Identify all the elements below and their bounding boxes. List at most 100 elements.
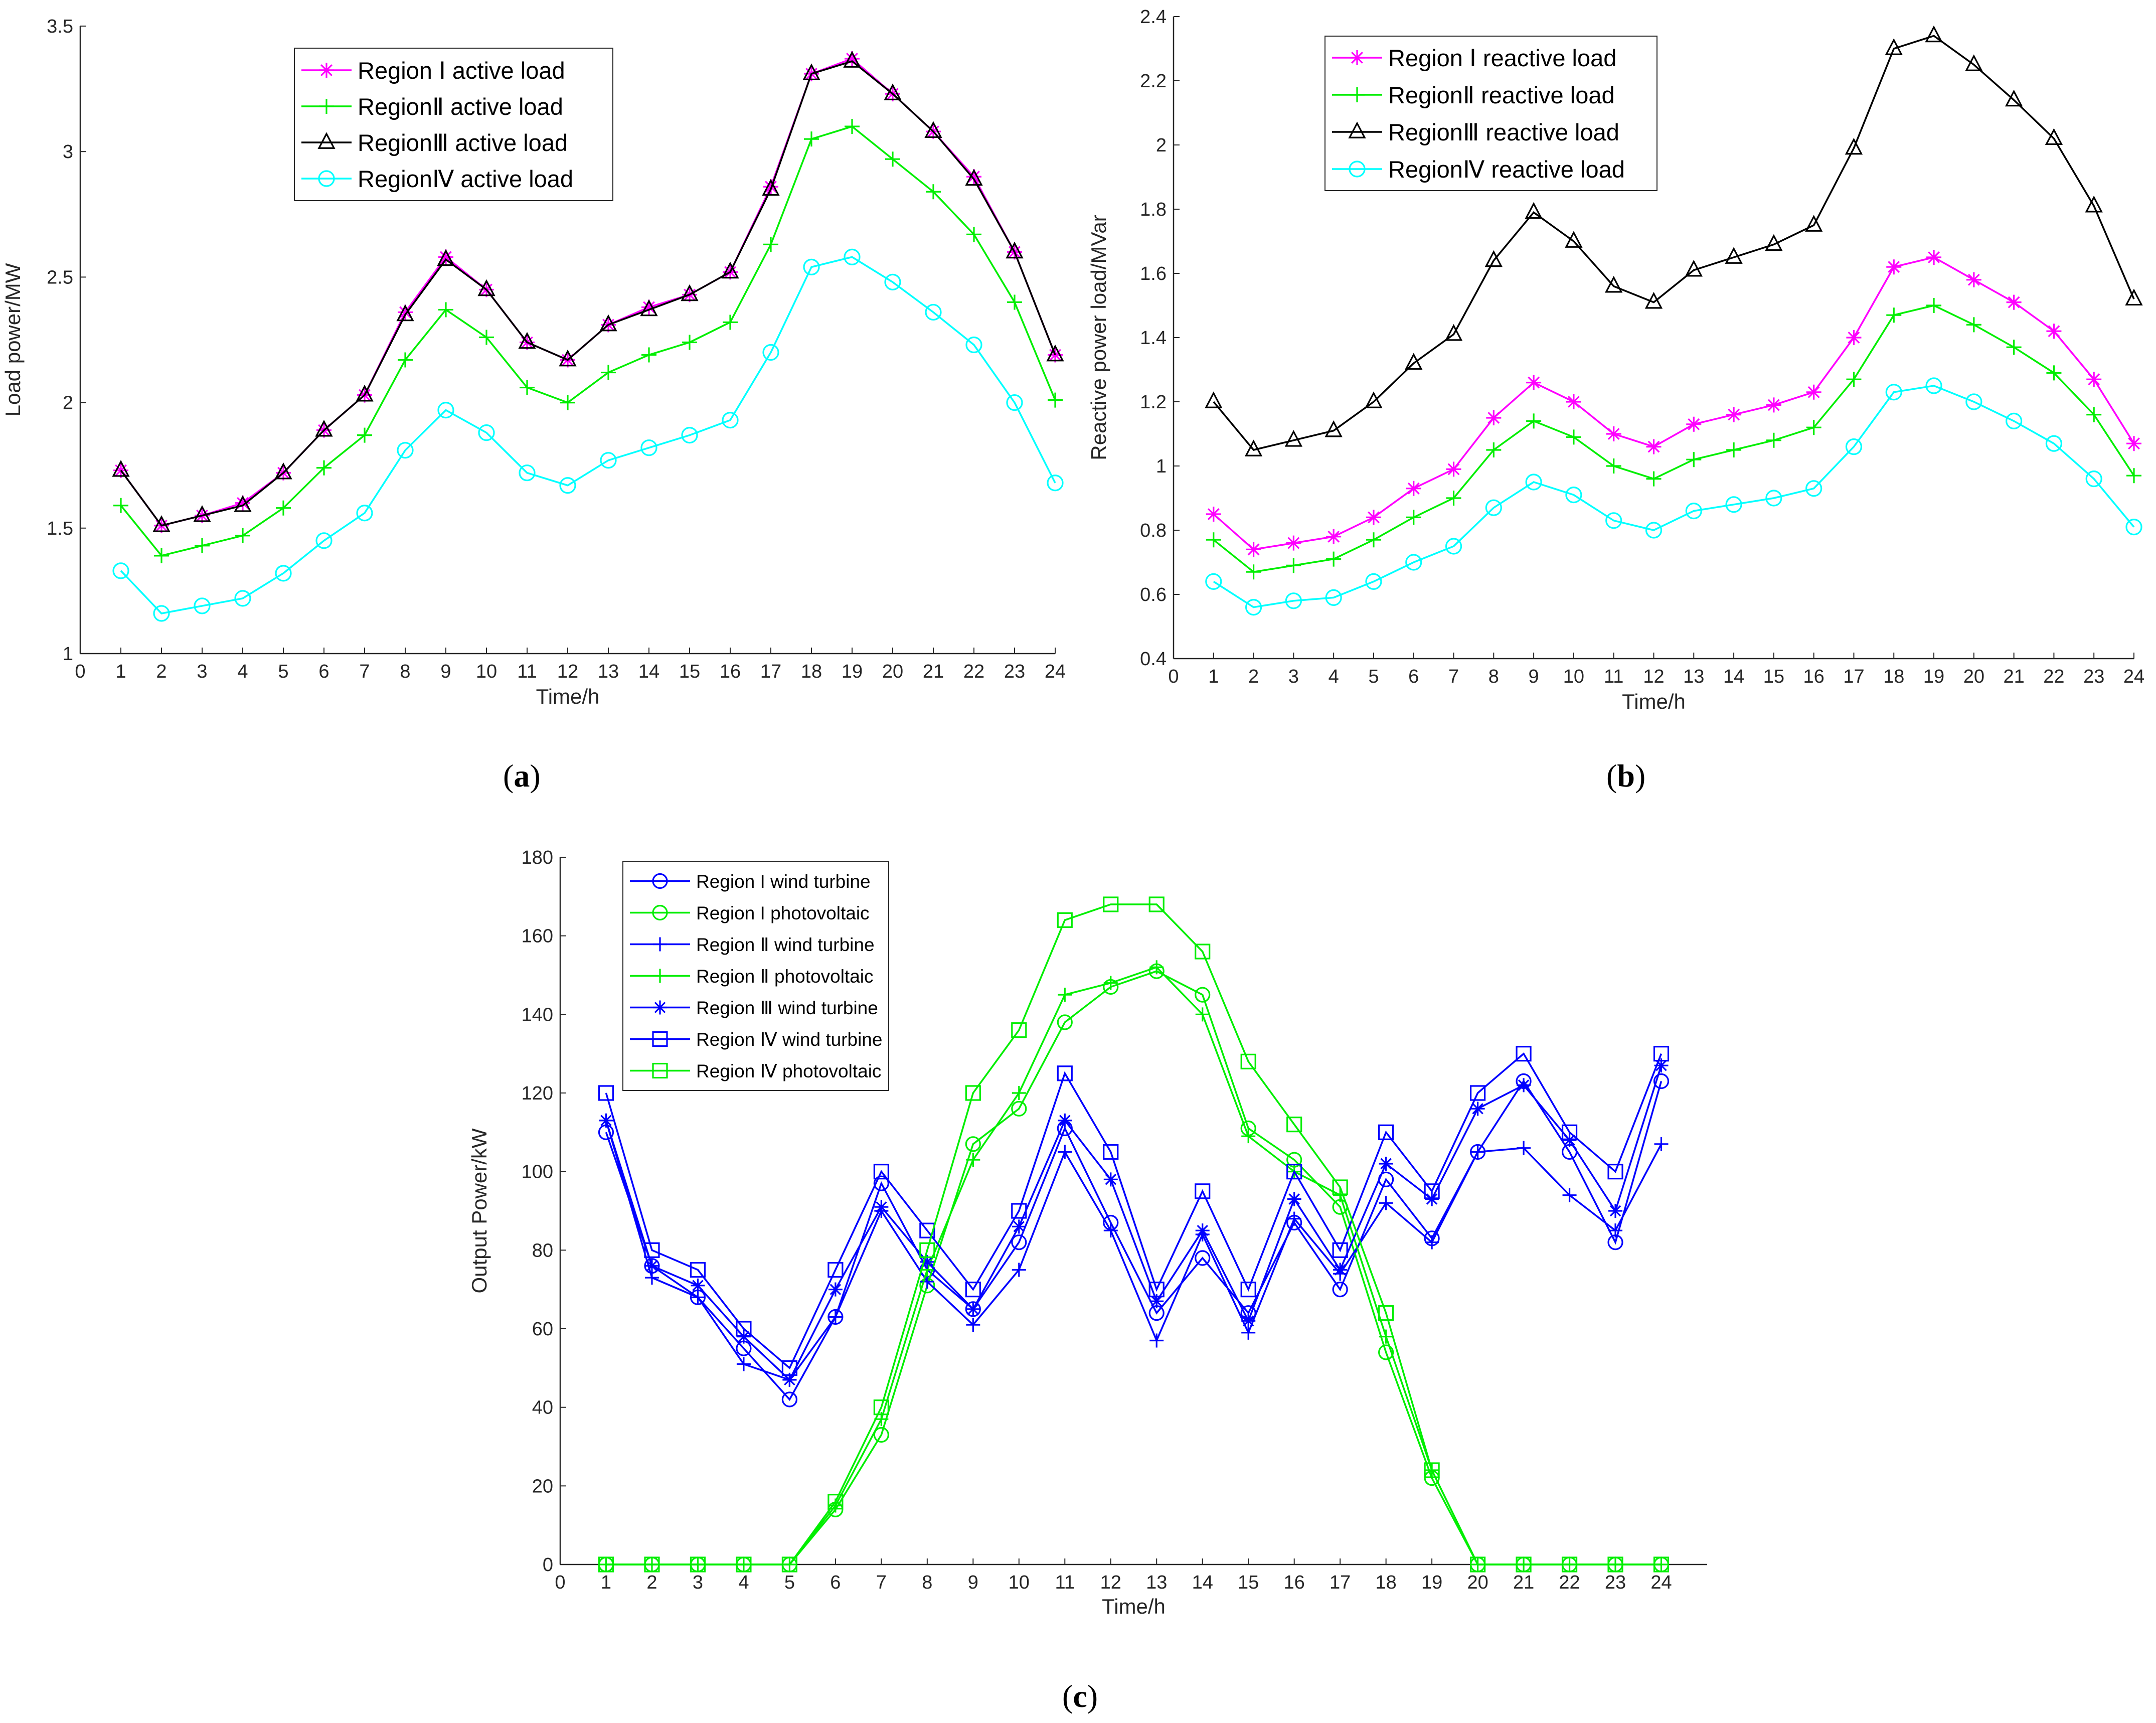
point-c-6-5 — [827, 1494, 844, 1510]
point-a-2-22 — [1006, 241, 1024, 259]
legend-marker-c-3 — [653, 969, 667, 983]
x-tick-label-b-16: 16 — [1803, 666, 1825, 687]
point-c-4-4 — [782, 1372, 797, 1387]
point-c-1-17 — [1378, 1344, 1394, 1360]
x-tick-label-c-8: 8 — [922, 1572, 932, 1593]
point-b-0-18 — [1926, 250, 1942, 265]
point-b-2-0 — [1205, 391, 1223, 408]
point-a-3-8 — [437, 402, 454, 419]
point-b-1-17 — [1886, 307, 1902, 323]
point-c-4-7 — [920, 1255, 934, 1269]
y-axis-label-a: Load power/MW — [1, 263, 25, 416]
point-c-2-23 — [1654, 1137, 1669, 1151]
point-a-1-20 — [926, 184, 941, 200]
point-a-1-1 — [154, 548, 169, 563]
point-b-0-22 — [2086, 372, 2102, 387]
x-tick-label-c-0: 0 — [555, 1572, 565, 1593]
y-tick-label-c-1: 20 — [532, 1476, 553, 1497]
x-tick-label-c-17: 17 — [1330, 1572, 1351, 1593]
point-b-2-7 — [1484, 250, 1503, 267]
point-c-6-6 — [873, 1399, 889, 1416]
x-tick-label-c-14: 14 — [1192, 1572, 1213, 1593]
x-tick-label-b-7: 7 — [1448, 666, 1459, 687]
x-tick-label-c-2: 2 — [646, 1572, 657, 1593]
x-tick-label-a-7: 7 — [359, 661, 370, 682]
point-b-3-18 — [1925, 377, 1942, 394]
point-c-1-9 — [1011, 1101, 1027, 1117]
x-tick-label-b-21: 21 — [2003, 666, 2024, 687]
point-c-5-6 — [873, 1164, 889, 1180]
legend-marker-a-0 — [319, 63, 334, 78]
point-c-2-19 — [1470, 1145, 1485, 1159]
y-tick-label-b-2: 0.8 — [1140, 520, 1167, 541]
point-c-0-13 — [1195, 1250, 1211, 1266]
x-tick-label-c-9: 9 — [968, 1572, 978, 1593]
point-c-5-8 — [965, 1282, 981, 1298]
chart-c: 0 1 2 3 4 5 6 7 8 9 10 11 12 13 14 15 16 17 18 19 20 21 22 23 24… — [467, 847, 1707, 1618]
point-a-2-7 — [396, 304, 414, 322]
point-c-5-17 — [1378, 1124, 1394, 1140]
point-a-3-20 — [925, 303, 942, 321]
point-a-1-4 — [276, 500, 291, 516]
point-b-0-3 — [1326, 529, 1342, 544]
point-a-1-6 — [357, 427, 372, 443]
point-c-2-10 — [1058, 1145, 1072, 1159]
x-axis-label-a: Time/h — [536, 685, 600, 708]
x-tick-label-a-16: 16 — [720, 661, 741, 682]
y-tick-label-a-3: 2.5 — [47, 267, 73, 288]
x-tick-label-a-8: 8 — [400, 661, 410, 682]
point-c-5-2 — [690, 1262, 706, 1278]
point-a-3-2 — [194, 597, 211, 614]
point-c-4-17 — [1379, 1157, 1393, 1171]
point-b-2-20 — [2005, 89, 2023, 107]
point-b-2-18 — [1925, 25, 1943, 43]
series-line-b-3 — [1213, 385, 2135, 608]
x-tick-label-a-0: 0 — [75, 661, 85, 682]
point-c-2-7 — [920, 1275, 934, 1289]
point-a-0-8 — [438, 249, 453, 265]
y-tick-label-a-1: 1.5 — [47, 518, 73, 539]
point-c-5-23 — [1653, 1046, 1670, 1062]
point-c-5-3 — [736, 1321, 752, 1337]
y-tick-label-b-8: 2 — [1156, 135, 1167, 156]
x-tick-label-c-3: 3 — [693, 1572, 703, 1593]
point-a-2-14 — [681, 284, 699, 301]
point-b-1-13 — [1726, 442, 1742, 457]
point-a-3-12 — [600, 452, 617, 469]
y-tick-label-c-2: 40 — [532, 1397, 553, 1419]
point-a-1-0 — [113, 498, 128, 513]
y-tick-label-c-0: 0 — [543, 1554, 553, 1576]
legend-marker-c-4 — [653, 1000, 667, 1015]
point-b-0-13 — [1726, 407, 1742, 422]
point-a-2-16 — [762, 179, 780, 196]
point-a-3-19 — [884, 273, 901, 291]
point-b-2-10 — [1605, 275, 1623, 293]
point-a-3-13 — [640, 439, 657, 456]
point-c-6-10 — [1057, 912, 1073, 928]
x-tick-label-b-2: 2 — [1248, 666, 1259, 687]
point-a-3-1 — [153, 605, 170, 622]
series-b-1 — [1206, 298, 2141, 580]
point-b-0-21 — [2046, 324, 2062, 339]
point-a-0-18 — [845, 51, 860, 67]
y-tick-label-c-8: 160 — [522, 926, 553, 947]
point-b-1-14 — [1766, 432, 1781, 448]
y-tick-label-c-3: 60 — [532, 1319, 553, 1340]
point-c-5-20 — [1516, 1046, 1532, 1062]
x-tick-label-b-24: 24 — [2123, 666, 2144, 687]
point-a-3-15 — [722, 412, 739, 429]
point-c-4-12 — [1149, 1294, 1164, 1309]
y-tick-label-c-4: 80 — [532, 1240, 553, 1261]
x-tick-label-a-24: 24 — [1045, 661, 1066, 682]
point-a-1-9 — [479, 330, 494, 345]
point-c-2-21 — [1562, 1188, 1577, 1202]
point-b-3-2 — [1285, 592, 1302, 609]
point-a-2-3 — [234, 495, 252, 512]
x-tick-label-b-17: 17 — [1843, 666, 1864, 687]
x-tick-label-b-8: 8 — [1488, 666, 1499, 687]
x-tick-label-c-18: 18 — [1375, 1572, 1396, 1593]
x-tick-label-b-0: 0 — [1168, 666, 1179, 687]
point-c-2-5 — [828, 1310, 843, 1324]
point-a-1-23 — [1048, 392, 1063, 408]
point-c-5-21 — [1561, 1124, 1578, 1140]
